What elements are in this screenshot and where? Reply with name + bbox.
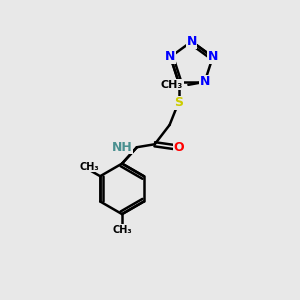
Text: N: N	[208, 50, 218, 63]
Text: NH: NH	[112, 141, 132, 154]
Text: N: N	[186, 35, 197, 48]
Text: S: S	[174, 96, 183, 109]
Text: CH₃: CH₃	[112, 225, 132, 235]
Text: CH₃: CH₃	[161, 80, 183, 90]
Text: N: N	[165, 50, 176, 63]
Text: O: O	[174, 141, 184, 154]
Text: CH₃: CH₃	[80, 162, 100, 172]
Text: N: N	[200, 75, 210, 88]
